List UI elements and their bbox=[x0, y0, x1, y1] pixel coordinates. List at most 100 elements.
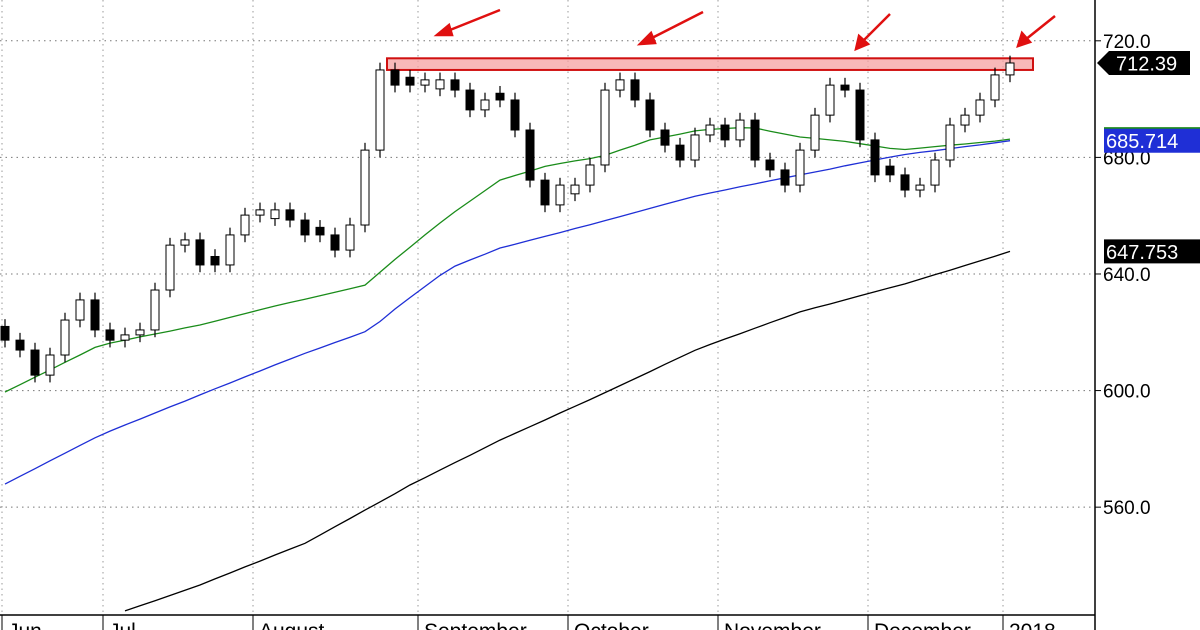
candle-body bbox=[855, 89, 865, 141]
candle-body bbox=[15, 339, 25, 351]
candle-body bbox=[585, 164, 595, 186]
candle-body bbox=[750, 119, 760, 161]
price-tag-bg bbox=[1104, 239, 1200, 264]
candle-body bbox=[870, 139, 880, 176]
x-tick-label: October bbox=[574, 620, 649, 630]
candle-body bbox=[705, 124, 715, 136]
candle-body bbox=[630, 79, 640, 101]
candle-body bbox=[1005, 62, 1015, 76]
candle-body bbox=[0, 325, 10, 341]
y-tick-label: 600.0 bbox=[1103, 382, 1151, 403]
candle-body bbox=[90, 299, 100, 331]
x-tick-label: December bbox=[874, 620, 971, 630]
candle-body bbox=[195, 239, 205, 266]
candle-body bbox=[690, 134, 700, 161]
candle-body bbox=[150, 289, 160, 331]
candle-body bbox=[825, 84, 835, 116]
candle-body bbox=[990, 74, 1000, 101]
arrow bbox=[444, 8, 501, 34]
candle-body bbox=[420, 79, 430, 86]
x-tick-label: September bbox=[424, 620, 527, 630]
y-tick-label: 640.0 bbox=[1103, 265, 1151, 286]
annotations bbox=[433, 8, 1056, 52]
candle-body bbox=[285, 209, 295, 221]
candle-body bbox=[135, 329, 145, 336]
candle-body bbox=[960, 114, 970, 126]
candle-body bbox=[945, 124, 955, 161]
y-tick-label: 560.0 bbox=[1103, 498, 1151, 519]
x-tick-label: Jul bbox=[109, 620, 136, 630]
candle-body bbox=[300, 219, 310, 236]
candle-body bbox=[465, 89, 475, 111]
candle-body bbox=[345, 224, 355, 251]
arrow-head bbox=[1016, 30, 1033, 48]
candle-body bbox=[360, 149, 370, 226]
plot-area bbox=[0, 55, 1034, 612]
candle-body bbox=[675, 144, 685, 161]
candle-body bbox=[75, 299, 85, 321]
x-tick-label: November bbox=[724, 620, 821, 630]
x-tick-label: August bbox=[259, 620, 325, 630]
candle-body bbox=[390, 69, 400, 86]
candle-body bbox=[480, 99, 490, 111]
candle-body bbox=[240, 214, 250, 236]
candle-body bbox=[660, 129, 670, 146]
moving-average-line bbox=[4, 127, 1011, 393]
candle-body bbox=[120, 334, 130, 341]
moving-average-line bbox=[124, 250, 1011, 612]
candle-body bbox=[840, 84, 850, 91]
candle-body bbox=[270, 209, 280, 220]
x-tick-label: Jun bbox=[8, 620, 42, 630]
candle-body bbox=[810, 114, 820, 151]
candle-body bbox=[435, 79, 445, 90]
candle-body bbox=[375, 69, 385, 151]
candle-body bbox=[330, 234, 340, 251]
candle-body bbox=[165, 244, 175, 291]
price-tag: 685.714 bbox=[1106, 131, 1178, 153]
candle-body bbox=[735, 119, 745, 141]
candle-body bbox=[225, 234, 235, 266]
price-tag: 647.753 bbox=[1106, 242, 1178, 264]
candle-body bbox=[930, 159, 940, 186]
candle-body bbox=[315, 226, 325, 236]
candle-body bbox=[450, 79, 460, 91]
moving-average-line bbox=[4, 140, 1011, 485]
candle-body bbox=[525, 129, 535, 181]
candle-body bbox=[570, 184, 580, 195]
candle-body bbox=[615, 79, 625, 91]
arrow-head bbox=[433, 22, 454, 37]
candle-body bbox=[600, 89, 610, 166]
arrow bbox=[1024, 15, 1056, 41]
candle-body bbox=[645, 99, 655, 131]
candle-body bbox=[885, 165, 895, 176]
candle-body bbox=[780, 169, 790, 186]
candle-body bbox=[555, 184, 565, 206]
arrow bbox=[647, 10, 704, 42]
candle-body bbox=[105, 329, 115, 341]
candle-body bbox=[915, 184, 925, 191]
candle-body bbox=[45, 354, 55, 376]
arrows bbox=[433, 8, 1056, 52]
candle-body bbox=[765, 159, 775, 171]
candle-body bbox=[255, 209, 265, 216]
resistance-zone bbox=[386, 57, 1034, 71]
price-tag: 712.39 bbox=[1116, 53, 1177, 75]
candle-body bbox=[900, 174, 910, 191]
candle-body bbox=[510, 99, 520, 131]
candle-body bbox=[540, 179, 550, 206]
price-tag-bg bbox=[1104, 128, 1200, 153]
candle-body bbox=[720, 124, 730, 141]
y-tick-label: 720.0 bbox=[1103, 32, 1151, 53]
candle-body bbox=[975, 99, 985, 116]
arrow-head bbox=[636, 30, 657, 46]
grid bbox=[0, 0, 1095, 615]
y-tick-label: 680.0 bbox=[1103, 148, 1151, 169]
x-tick-label: 2018 bbox=[1009, 620, 1056, 630]
candle-body bbox=[30, 349, 40, 376]
candle-body bbox=[495, 92, 505, 101]
candle-body bbox=[405, 76, 415, 86]
arrow-head bbox=[854, 33, 871, 52]
